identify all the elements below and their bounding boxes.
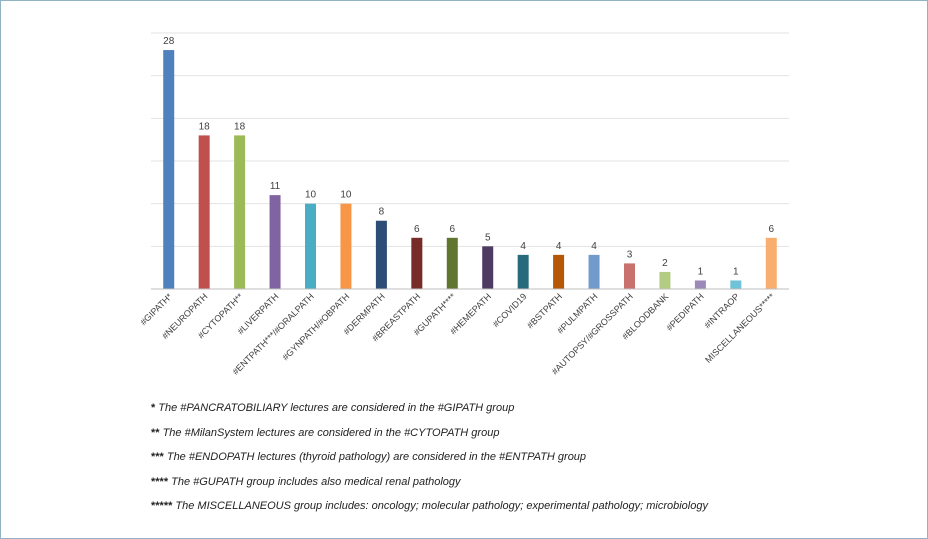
data-label: 6 (768, 224, 774, 235)
footnote-marker: * (151, 402, 156, 414)
data-label: 4 (556, 241, 562, 252)
data-label: 18 (199, 121, 211, 132)
footnote-3: *** The #ENDOPATH lectures (thyroid patho… (151, 450, 891, 475)
data-label: 18 (234, 121, 246, 132)
x-tick-label: MISCELLANEOUS***** (703, 291, 777, 365)
footnote-text: The #PANCRATOBILIARY lectures are consid… (158, 402, 515, 414)
bar (375, 220, 387, 289)
bar (553, 254, 565, 289)
x-tick-label: #GYNPATH/#OBPATH (280, 291, 351, 362)
footnote-marker: ***** (151, 500, 173, 512)
footnote-marker: ** (151, 426, 160, 439)
x-tick-label: #COVID19 (491, 291, 529, 329)
bar (446, 237, 458, 289)
data-label: 10 (340, 190, 352, 201)
data-label: 1 (733, 266, 739, 277)
x-tick-label: #GIPATH* (138, 291, 174, 327)
data-label: 1 (698, 266, 704, 277)
footnote-text: The MISCELLANEOUS group includes: oncolo… (175, 500, 708, 512)
data-label: 3 (627, 249, 633, 260)
bar (411, 237, 423, 289)
footnote-text: The #ENDOPATH lectures (thyroid patholog… (166, 451, 587, 463)
bar (198, 135, 210, 289)
data-label: 11 (270, 181, 281, 192)
bar (305, 203, 316, 289)
bar (234, 135, 246, 289)
data-label: 4 (520, 241, 526, 252)
bar (694, 280, 706, 289)
footnote-text: The #GUPATH group includes also medical … (171, 475, 461, 488)
x-tick-label: #PEDIPATH (664, 291, 705, 332)
data-label: 8 (379, 207, 385, 218)
bar (482, 246, 494, 289)
footnote-marker: *** (151, 451, 164, 463)
footnote-4: **** The #GUPATH group includes also medi… (151, 475, 891, 500)
footnote-1: * The #PANCRATOBILIARY lectures are consi… (151, 401, 891, 426)
footnotes: * The #PANCRATOBILIARY lectures are consi… (151, 401, 891, 524)
bar (163, 50, 175, 289)
bars (163, 50, 777, 289)
footnote-5: ***** The MISCELLANEOUS group includes: o… (151, 499, 891, 524)
data-label: 4 (591, 241, 597, 252)
data-label: 10 (305, 190, 317, 201)
bar (340, 203, 352, 289)
bar (624, 263, 635, 289)
x-tick-labels: #GIPATH*#NEUROPATH#CYTOPATH**#LIVERPATH#… (138, 291, 777, 377)
gridlines (151, 32, 789, 247)
data-label: 6 (414, 224, 420, 235)
footnote-2: ** The #MilanSystem lectures are consider… (151, 426, 891, 451)
bar (765, 237, 777, 289)
bar (269, 195, 281, 289)
data-label: 2 (662, 258, 668, 269)
footnote-text: The #MilanSystem lectures are considered… (162, 426, 500, 439)
bar (517, 254, 529, 289)
data-label: 6 (449, 224, 455, 235)
bar (659, 271, 671, 289)
bar (730, 280, 742, 289)
footnote-marker: **** (151, 475, 169, 488)
data-label: 28 (163, 36, 175, 47)
data-label: 5 (485, 232, 491, 243)
bar (588, 254, 600, 289)
